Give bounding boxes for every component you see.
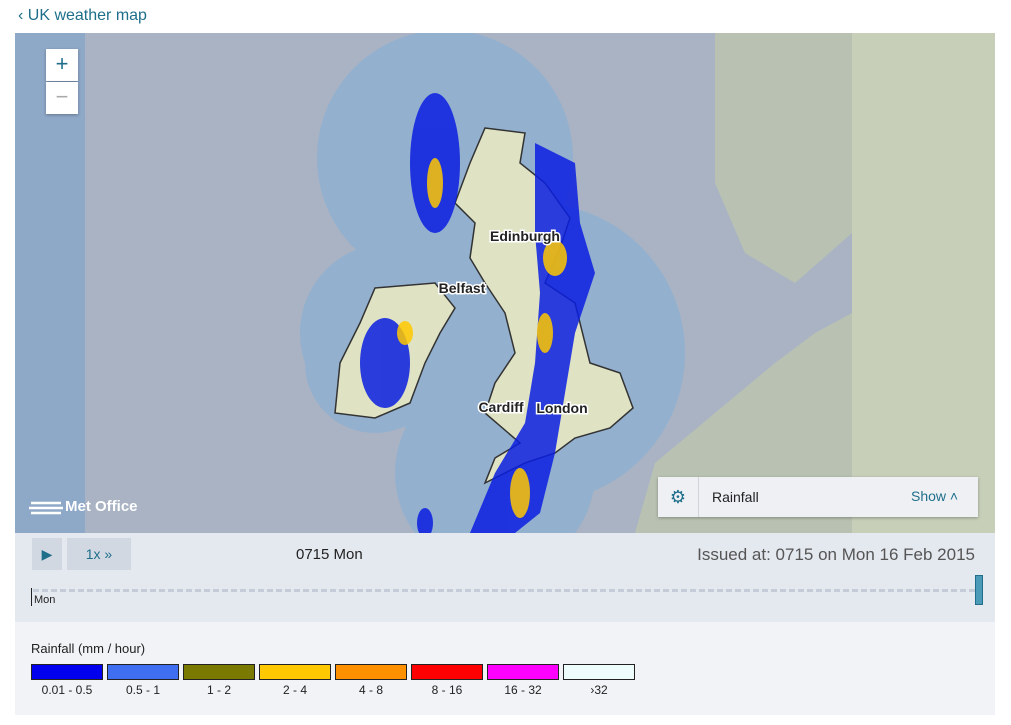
back-link[interactable]: ‹ UK weather map bbox=[18, 7, 147, 25]
timeline-start bbox=[31, 588, 32, 606]
land-strip bbox=[852, 33, 995, 533]
zoom-out[interactable]: − bbox=[46, 82, 78, 114]
show-text[interactable]: Show bbox=[911, 488, 947, 504]
place-labels: Edinburgh Belfast Cardiff London bbox=[437, 227, 589, 418]
legend-label: 0.5 - 1 bbox=[125, 683, 161, 697]
speed-text[interactable]: 1x bbox=[85, 546, 101, 562]
caret: ˄ bbox=[946, 488, 959, 504]
rain-blue bbox=[360, 93, 595, 533]
legend-swatch bbox=[411, 664, 483, 680]
legend-label: ›32 bbox=[590, 683, 608, 697]
legend-swatch bbox=[563, 664, 635, 680]
legend-swatch bbox=[335, 664, 407, 680]
legend-swatch bbox=[259, 664, 331, 680]
europe bbox=[635, 33, 852, 533]
place-label: London bbox=[536, 400, 587, 416]
legend: Rainfall (mm / hour) 0.01 - 0.5 0.5 - 1 1 … bbox=[15, 622, 995, 715]
back-text[interactable]: UK weather map bbox=[27, 7, 147, 24]
place-label: Edinburgh bbox=[490, 228, 560, 244]
map-svg: Edinburgh Belfast Cardiff London Met Off… bbox=[15, 33, 995, 533]
map[interactable]: Edinburgh Belfast Cardiff London Met Off… bbox=[15, 33, 995, 533]
legend-label: 0.01 - 0.5 bbox=[41, 683, 93, 697]
legend-label: 1 - 2 bbox=[206, 683, 231, 697]
legend-swatch bbox=[31, 664, 103, 680]
speed-button[interactable]: 1x » bbox=[67, 538, 131, 570]
legend-swatch bbox=[487, 664, 559, 680]
place-label: Cardiff bbox=[478, 399, 523, 415]
timeline-day: Mon bbox=[34, 594, 56, 606]
place-label: Belfast bbox=[439, 280, 486, 296]
timeline-handle[interactable] bbox=[975, 575, 983, 605]
legend-label: 8 - 16 bbox=[431, 683, 463, 697]
logo-text: Met Office bbox=[65, 498, 138, 515]
zoom-in[interactable]: + bbox=[46, 49, 78, 81]
layer-panel: ⚙ Rainfall Show ˄ bbox=[658, 477, 978, 517]
legend-title: Rainfall (mm / hour) bbox=[31, 641, 146, 656]
play-button[interactable]: ▶ bbox=[32, 538, 62, 570]
rain-yellow bbox=[397, 158, 567, 518]
legend-label: 2 - 4 bbox=[282, 683, 307, 697]
legend-items: 0.01 - 0.5 0.5 - 1 1 - 2 2 - 4 4 - 8 8 - 16 16… bbox=[31, 622, 671, 715]
settings-icon[interactable]: ⚙ bbox=[658, 477, 699, 517]
logo: Met Office bbox=[29, 498, 138, 515]
legend-label: 4 - 8 bbox=[358, 683, 383, 697]
legend-swatch bbox=[107, 664, 179, 680]
issued-time: Issued at: 0715 on Mon 16 Feb 2015 bbox=[697, 545, 975, 564]
legend-swatch bbox=[183, 664, 255, 680]
current-time: 0715 Mon bbox=[296, 546, 363, 563]
chevron: ‹ bbox=[18, 7, 28, 24]
logo-mark bbox=[29, 501, 63, 515]
show-toggle[interactable]: Show ˄ bbox=[911, 488, 958, 504]
sea-strip bbox=[15, 33, 85, 533]
timeline-track[interactable] bbox=[33, 589, 975, 592]
layer-name: Rainfall bbox=[712, 489, 759, 505]
legend-label: 16 - 32 bbox=[504, 683, 542, 697]
speed-icon: » bbox=[100, 546, 113, 562]
controls: ▶ 1x » 0715 Mon Issued at: 0715 on Mon 1… bbox=[15, 533, 995, 622]
